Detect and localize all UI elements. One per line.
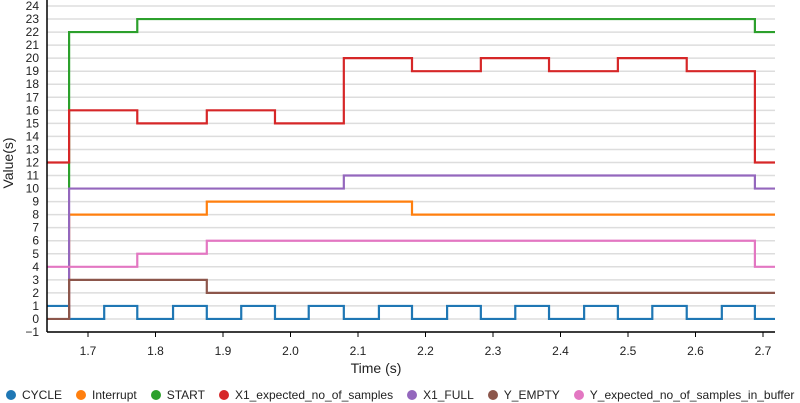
y-tick-label: 23: [26, 12, 40, 26]
gridlines: [47, 5, 775, 333]
x-tick-label: 2.3: [485, 344, 502, 358]
legend-item-start[interactable]: START: [150, 387, 205, 402]
y-tick-label: 10: [26, 182, 40, 196]
legend-label: START: [166, 387, 205, 402]
y-tick-label: 17: [26, 90, 40, 104]
legend-item-cycle[interactable]: CYCLE: [6, 388, 62, 402]
legend: CYCLE Interrupt START X1_expected_no_of_sam…: [0, 386, 800, 403]
x-tick-label: 2.6: [687, 344, 704, 358]
series-lines: [47, 17, 775, 321]
y-tick-label: 6: [32, 234, 39, 248]
y-tick-label: 7: [32, 221, 39, 235]
legend-item-y-empty[interactable]: Y_EMPTY: [487, 387, 560, 402]
legend-dot-icon: [573, 389, 584, 400]
axes: −101234567891011121314151617181920212223…: [25, 0, 775, 358]
series-y-expected-no-of-samples-in-buffer: [47, 239, 775, 268]
x-tick-label: 1.8: [147, 344, 164, 358]
x-tick-label: 2.1: [350, 344, 367, 358]
y-tick-label: 3: [32, 273, 39, 287]
x-tick-label: 2.5: [620, 344, 637, 358]
series-start: [68, 17, 775, 189]
series-x1-full: [68, 174, 775, 319]
y-tick-label: 18: [26, 77, 40, 91]
y-tick-label: 8: [32, 208, 39, 222]
series-y-empty: [47, 278, 775, 321]
y-tick-label: 14: [26, 129, 40, 143]
legend-item-y-expected-no-of-samples-in-buffer[interactable]: Y_expected_no_of_samples_in_buffer: [573, 387, 795, 402]
y-tick-label: 19: [26, 64, 40, 78]
x-axis-title: Time (s): [351, 360, 402, 376]
legend-item-x1-expected-no-of-samples[interactable]: X1_expected_no_of_samples: [218, 387, 394, 402]
legend-dot-icon: [407, 389, 418, 400]
y-tick-label: 0: [32, 312, 39, 326]
y-tick-label: 24: [26, 0, 40, 13]
x-tick-label: 1.9: [215, 344, 232, 358]
y-tick-label: 15: [26, 116, 40, 130]
legend-label: X1_FULL: [423, 387, 474, 402]
y-tick-label: 1: [32, 299, 39, 313]
legend-label: Y_EMPTY: [503, 387, 560, 402]
y-tick-label: 20: [26, 51, 40, 65]
x-tick-label: 2.2: [417, 344, 434, 358]
legend-dot-icon: [6, 389, 16, 400]
x-tick-label: 2.4: [552, 344, 569, 358]
y-tick-label: 12: [26, 155, 40, 169]
legend-label: Interrupt: [92, 387, 137, 402]
y-tick-label: 13: [26, 142, 40, 156]
legend-dot-icon: [76, 389, 87, 400]
x-tick-label: 2.7: [755, 344, 772, 358]
x-tick-label: 2.0: [282, 344, 299, 358]
series-cycle: [47, 304, 775, 321]
y-tick-label: 16: [26, 103, 40, 117]
y-tick-label: 4: [32, 260, 39, 274]
legend-item-x1-full[interactable]: X1_FULL: [407, 388, 474, 402]
series-interrupt: [68, 200, 775, 319]
y-tick-label: 11: [27, 169, 40, 183]
y-tick-label: −1: [25, 325, 39, 339]
legend-label: CYCLE: [22, 387, 63, 402]
legend-dot-icon: [150, 389, 161, 400]
y-tick-label: 2: [32, 286, 39, 300]
series-x1-expected-no-of-samples: [47, 57, 775, 164]
legend-label: Y_expected_no_of_samples_in_buffer: [589, 387, 795, 402]
legend-label: X1_expected_no_of_samples: [234, 387, 394, 402]
legend-item-interrupt[interactable]: Interrupt: [76, 388, 137, 402]
legend-dot-icon: [218, 389, 229, 400]
y-axis-title: Value(s): [0, 137, 16, 188]
y-tick-label: 5: [32, 247, 39, 261]
x-tick-label: 1.7: [80, 344, 97, 358]
y-tick-label: 22: [26, 25, 40, 39]
y-tick-label: 21: [26, 38, 40, 52]
y-tick-label: 9: [32, 195, 39, 209]
legend-dot-icon: [487, 389, 498, 400]
